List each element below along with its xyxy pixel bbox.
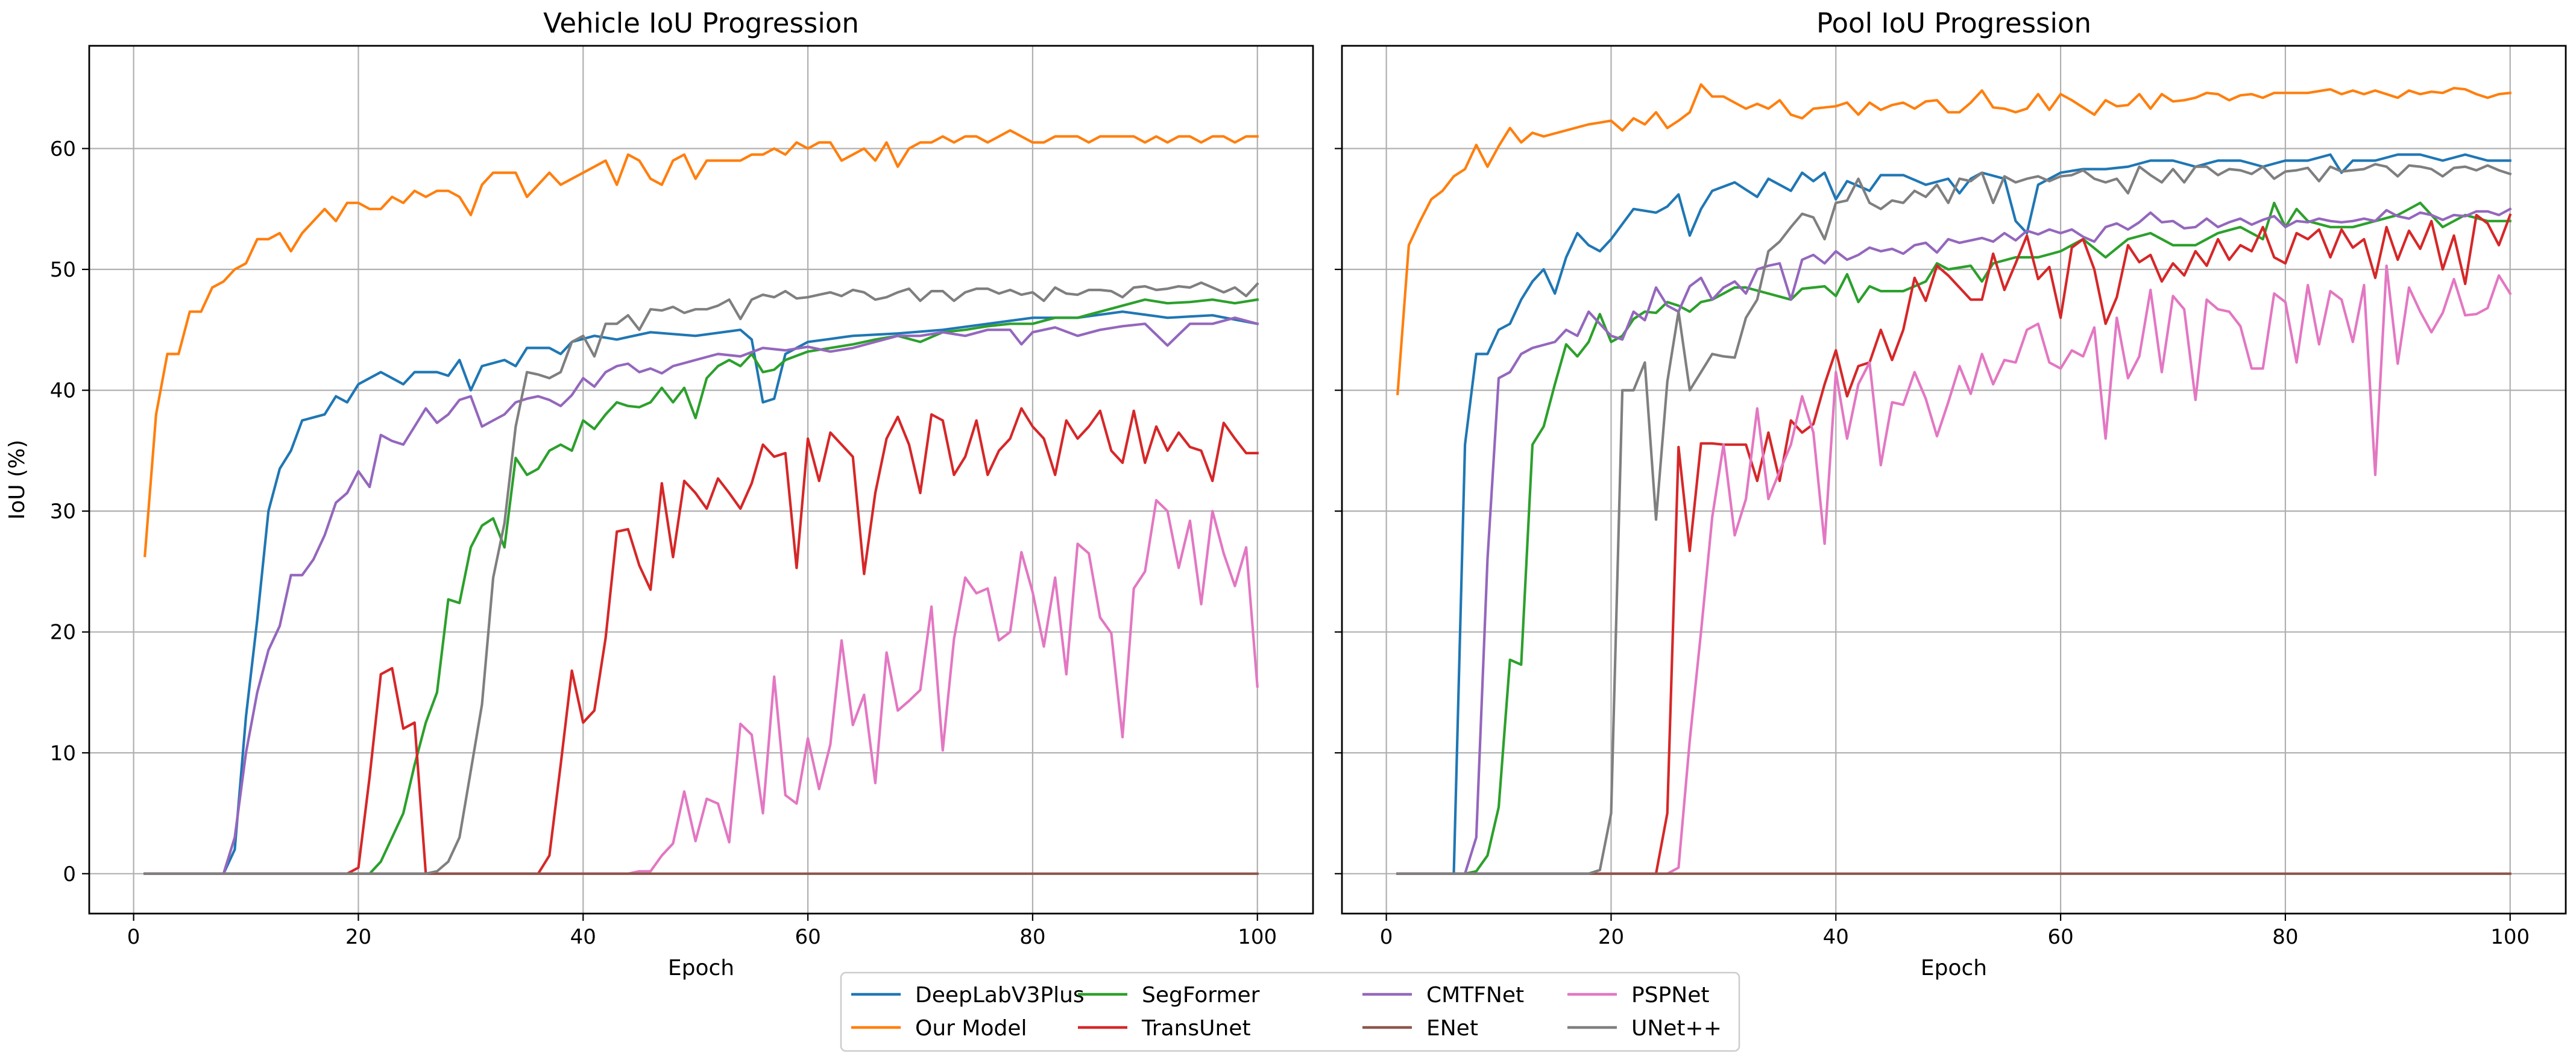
vehicle-x-tick-label: 40 — [570, 925, 596, 949]
legend: DeepLabV3Plus Our Model SegFormer TransUnet… — [840, 971, 1740, 1052]
vehicle-y-tick-label: 50 — [50, 258, 76, 282]
vehicle-plot-frame — [88, 45, 1314, 915]
vehicle-y-axis-label: IoU (%) — [5, 440, 30, 520]
legend-label-cmtfnet: CMTFNet — [1426, 983, 1524, 1008]
vehicle-y-tick-label: 10 — [50, 741, 76, 765]
vehicle-y-tick-label: 30 — [50, 500, 76, 524]
legend-label-segformer: SegFormer — [1142, 983, 1260, 1008]
legend-label-transunet: TransUnet — [1141, 1016, 1251, 1041]
pool-x-tick-label: 100 — [2490, 925, 2530, 949]
pool-iou-chart: Pool IoU Progression 0 20 40 60 80 100 Epoch — [1335, 7, 2567, 980]
pool-series-unetplusplus — [1396, 163, 2512, 875]
pool-plot-frame — [1341, 45, 2567, 915]
vehicle-x-tick-label: 20 — [345, 925, 371, 949]
vehicle-x-tick-label: 60 — [795, 925, 820, 949]
vehicle-y-tick-label: 40 — [50, 379, 76, 403]
pool-x-axis-label: Epoch — [1921, 956, 1987, 980]
vehicle-x-tick-label: 0 — [127, 925, 140, 949]
pool-x-tick-label: 40 — [1823, 925, 1849, 949]
pool-series-segformer — [1396, 201, 2511, 875]
pool-x-tick-label: 0 — [1380, 925, 1393, 949]
pool-x-tick-label: 80 — [2272, 925, 2298, 949]
legend-label-our-model: Our Model — [915, 1016, 1027, 1041]
pool-series-our-model — [1396, 83, 2512, 395]
legend-box — [840, 971, 1740, 1052]
vehicle-y-tick-label: 20 — [50, 621, 76, 645]
vehicle-x-tick-label: 100 — [1238, 925, 1277, 949]
legend-label-pspnet: PSPNet — [1631, 983, 1709, 1008]
vehicle-x-tick-label: 80 — [1019, 925, 1045, 949]
legend-label-deeplabv3plus: DeepLabV3Plus — [915, 983, 1085, 1008]
vehicle-chart-title: Vehicle IoU Progression — [543, 7, 859, 39]
pool-series-deeplabv3plus — [1396, 153, 2511, 875]
pool-chart-title: Pool IoU Progression — [1816, 7, 2091, 39]
pool-series-cmtfnet — [1396, 207, 2512, 875]
legend-label-enet: ENet — [1426, 1016, 1478, 1041]
pool-x-tick-label: 60 — [2047, 925, 2073, 949]
vehicle-x-axis-label: Epoch — [668, 956, 734, 980]
vehicle-y-tick-label: 60 — [50, 137, 76, 161]
legend-label-unetplusplus: UNet++ — [1631, 1016, 1722, 1041]
vehicle-series-unetplusplus — [143, 281, 1259, 875]
vehicle-y-tick-label: 0 — [63, 862, 76, 886]
pool-x-tick-label: 20 — [1598, 925, 1624, 949]
vehicle-series-cmtfnet — [143, 316, 1259, 875]
vehicle-iou-chart: Vehicle IoU Progression 0 20 40 60 80 100 0 10 20… — [5, 7, 1314, 980]
vehicle-series-our-model — [143, 129, 1259, 557]
